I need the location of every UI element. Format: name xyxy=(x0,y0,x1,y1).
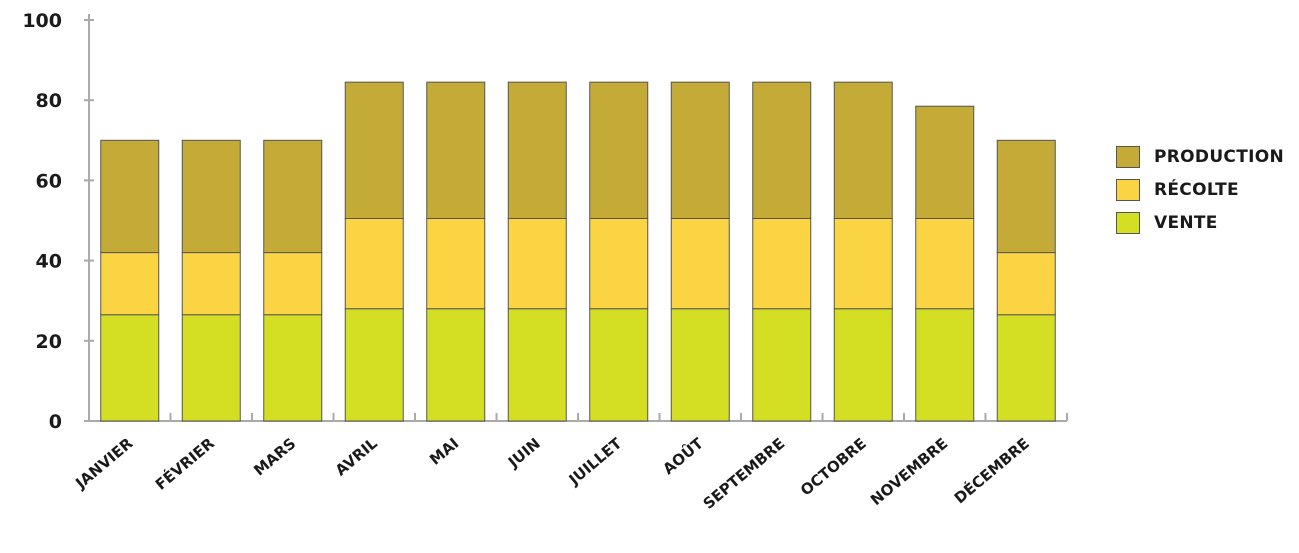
x-tick-label-juin: JUIN xyxy=(504,434,544,472)
bar-recolte-mars xyxy=(263,252,323,316)
y-tick-label: 80 xyxy=(36,90,62,112)
x-tick-label-decembre: DÉCEMBRE xyxy=(950,434,1033,508)
y-tick-label: 100 xyxy=(22,10,62,32)
legend-item-recolte: RÉCOLTE xyxy=(1116,173,1284,206)
bar-production-mai xyxy=(426,81,486,219)
x-tick-labels: JANVIER FÉVRIER MARS AVRIL MAI JUIN JUILLET AOÛ… xyxy=(71,433,1032,513)
bar-vente-octobre xyxy=(833,308,893,422)
bar-vente-decembre xyxy=(996,314,1056,422)
bar-vente-janvier xyxy=(100,314,160,422)
bar-production-juin xyxy=(507,81,567,219)
y-axis: 0 20 40 60 80 100 xyxy=(22,10,94,433)
x-tick-label-fevrier: FÉVRIER xyxy=(151,433,218,494)
bar-vente-fevrier xyxy=(181,314,241,422)
legend-item-vente: VENTE xyxy=(1116,206,1284,239)
bar-production-aout xyxy=(670,81,730,219)
bar-vente-aout xyxy=(670,308,730,422)
bar-recolte-mai xyxy=(426,217,486,310)
bar-vente-novembre xyxy=(915,308,975,422)
bar-production-octobre xyxy=(833,81,893,219)
legend-label-vente: VENTE xyxy=(1154,212,1218,233)
legend-swatch-production xyxy=(1116,145,1140,168)
y-tick-label: 20 xyxy=(36,331,62,353)
bar-vente-mai xyxy=(426,308,486,422)
bar-production-fevrier xyxy=(181,139,241,254)
bar-recolte-avril xyxy=(344,217,404,310)
bar-vente-septembre xyxy=(752,308,812,422)
x-tick-label-aout: AOÛT xyxy=(659,433,708,478)
x-tick-label-avril: AVRIL xyxy=(332,434,381,479)
bar-recolte-aout xyxy=(670,217,730,310)
bar-production-avril xyxy=(344,81,404,219)
bar-vente-mars xyxy=(263,314,323,422)
bars xyxy=(100,81,1056,422)
x-tick-label-mars: MARS xyxy=(250,434,299,479)
bar-recolte-janvier xyxy=(100,252,160,316)
legend: PRODUCTION RÉCOLTE VENTE xyxy=(1116,140,1284,239)
bar-production-mars xyxy=(263,139,323,254)
y-tick-label: 0 xyxy=(49,411,62,433)
x-tick-label-janvier: JANVIER xyxy=(71,434,136,493)
bar-recolte-septembre xyxy=(752,217,812,310)
x-tick-label-juillet: JUILLET xyxy=(565,434,626,489)
x-tick-label-novembre: NOVEMBRE xyxy=(867,434,951,509)
y-tick-label: 60 xyxy=(36,170,62,192)
bar-recolte-decembre xyxy=(996,252,1056,316)
bar-recolte-juillet xyxy=(589,217,649,310)
bar-production-juillet xyxy=(589,81,649,219)
bar-production-decembre xyxy=(996,139,1056,254)
bar-recolte-novembre xyxy=(915,217,975,310)
bar-recolte-fevrier xyxy=(181,252,241,316)
bar-vente-juillet xyxy=(589,308,649,422)
legend-label-production: PRODUCTION xyxy=(1154,146,1284,167)
x-tick-label-mai: MAI xyxy=(426,434,462,468)
y-tick-label: 40 xyxy=(36,251,62,273)
bar-vente-avril xyxy=(344,308,404,422)
bar-vente-juin xyxy=(507,308,567,422)
bar-recolte-octobre xyxy=(833,217,893,310)
bar-production-janvier xyxy=(100,139,160,254)
bar-production-septembre xyxy=(752,81,812,219)
bar-production-novembre xyxy=(915,105,975,219)
legend-item-production: PRODUCTION xyxy=(1116,140,1284,173)
legend-swatch-recolte xyxy=(1116,178,1140,201)
x-axis xyxy=(88,413,1068,422)
legend-swatch-vente xyxy=(1116,211,1140,234)
x-tick-label-septembre: SEPTEMBRE xyxy=(700,434,789,513)
legend-label-recolte: RÉCOLTE xyxy=(1154,179,1239,200)
x-tick-label-octobre: OCTOBRE xyxy=(797,434,870,499)
bar-recolte-juin xyxy=(507,217,567,310)
